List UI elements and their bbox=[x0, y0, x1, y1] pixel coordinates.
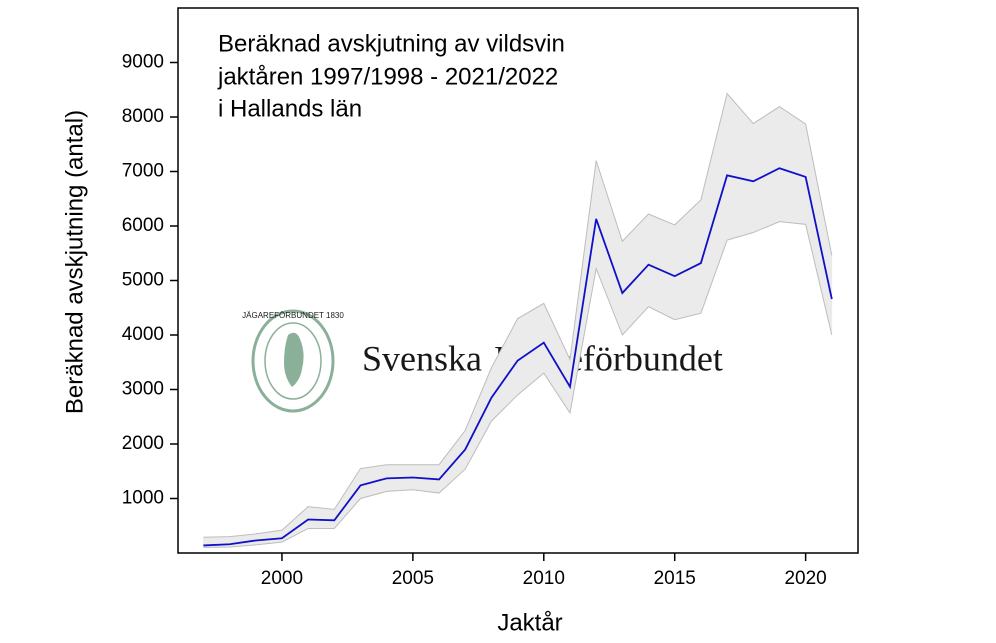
y-tick-label: 3000 bbox=[122, 379, 164, 400]
confidence-band bbox=[307, 506, 335, 529]
y-tick-label: 2000 bbox=[122, 433, 164, 454]
chart-title: i Hallands län bbox=[218, 95, 362, 122]
logo-ring bbox=[251, 309, 335, 413]
y-tick-label: 7000 bbox=[122, 161, 164, 182]
y-tick-label: 9000 bbox=[122, 52, 164, 73]
confidence-band bbox=[779, 106, 806, 225]
x-axis-label: Jaktår bbox=[497, 609, 562, 636]
logo-inner bbox=[264, 322, 322, 400]
x-tick-label: 2010 bbox=[523, 568, 565, 589]
series-line bbox=[203, 167, 833, 547]
plot-background bbox=[178, 8, 858, 553]
y-tick-label: 8000 bbox=[122, 106, 164, 127]
x-tick-label: 2015 bbox=[654, 568, 696, 589]
y-tick-label: 6000 bbox=[122, 215, 164, 236]
y-tick-label: 1000 bbox=[122, 488, 164, 509]
y-axis-label: Beräknad avskjutning (antal) bbox=[61, 110, 88, 414]
plot-frame bbox=[177, 7, 859, 554]
chart-title: Beräknad avskjutning av vildsvin bbox=[218, 30, 565, 57]
band-edge bbox=[203, 92, 833, 538]
y-tick-label: 5000 bbox=[122, 270, 164, 291]
logo-text: JÄGAREFÖRBUNDET 1830 bbox=[242, 311, 344, 320]
y-tick-label: 4000 bbox=[122, 324, 164, 345]
chart-title: jaktåren 1997/1998 - 2021/2022 bbox=[217, 63, 558, 90]
x-tick-label: 2005 bbox=[392, 568, 434, 589]
logo-bird bbox=[284, 332, 304, 387]
x-tick-label: 2000 bbox=[261, 568, 303, 589]
x-tick-label: 2020 bbox=[784, 568, 826, 589]
band-edge bbox=[203, 221, 833, 549]
